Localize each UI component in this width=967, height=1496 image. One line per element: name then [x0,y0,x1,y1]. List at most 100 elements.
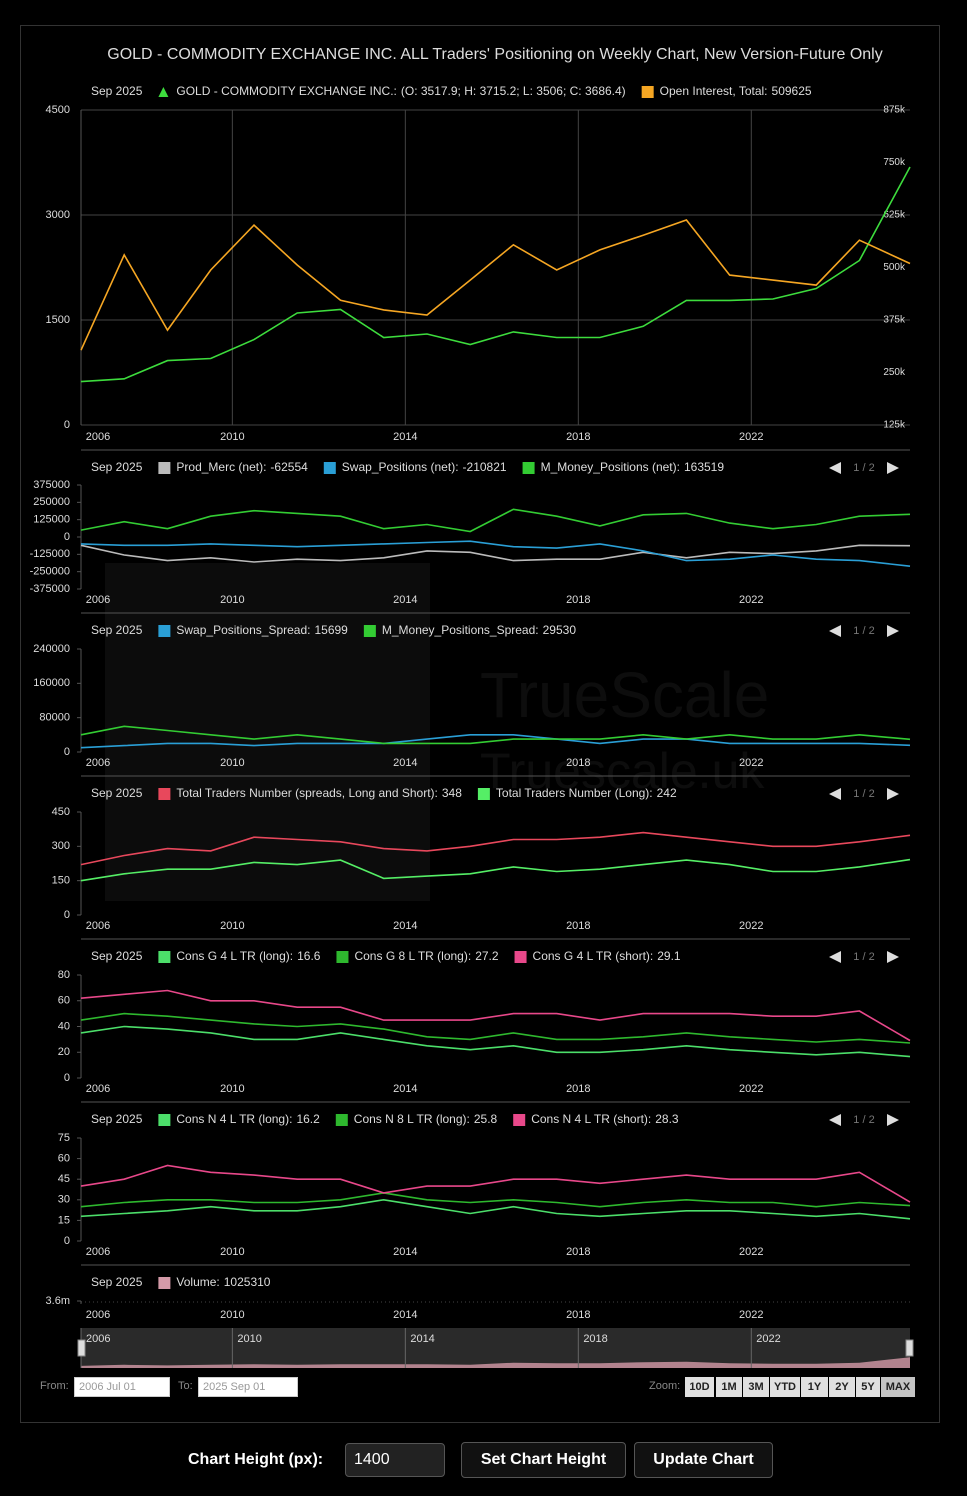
legend-label[interactable]: Prod_Merc (net): [176,460,266,474]
from-input[interactable]: 2006 Jul 01 [74,1377,170,1397]
legend-date: Sep 2025 [91,1275,143,1289]
legend-marker[interactable] [514,951,527,963]
to-input[interactable]: 2025 Sep 01 [198,1377,298,1397]
pager-prev[interactable] [829,462,841,474]
legend-marker[interactable] [158,1277,171,1289]
legend-label[interactable]: M_Money_Positions_Spread: [382,623,539,637]
legend-label[interactable]: Swap_Positions (net): [342,460,459,474]
legend-marker[interactable] [158,1114,171,1126]
series-line [80,725,911,745]
navigator[interactable] [81,1328,910,1368]
pager-label: 1 / 2 [853,951,874,963]
legend-marker[interactable] [158,951,171,963]
legend-marker[interactable] [477,788,490,800]
height-input[interactable]: 1400 [345,1443,445,1477]
zoom-button[interactable]: 3M [743,1377,769,1397]
update-button[interactable]: Update Chart [634,1442,773,1478]
zoom-button[interactable]: 1Y [801,1377,828,1397]
legend-label[interactable]: Cons G 4 L TR (short): [533,949,654,963]
y-tick-label: 1500 [46,314,70,326]
y-tick-label: 0 [64,419,70,431]
volume-area [81,1357,910,1368]
x-tick-label: 2006 [86,431,110,443]
legend-marker[interactable] [336,951,349,963]
zoom-button[interactable]: 10D [685,1377,714,1397]
legend-label[interactable]: Swap_Positions_Spread: [176,623,310,637]
set-height-button[interactable]: Set Chart Height [461,1442,626,1478]
legend-label[interactable]: Cons G 8 L TR (long): [354,949,471,963]
pager-next[interactable] [887,625,899,637]
pager-prev[interactable] [829,625,841,637]
navigator-handle[interactable] [77,1339,86,1357]
navigator-label: 2022 [756,1333,780,1345]
series-line [80,1198,911,1220]
y-tick-label: 160000 [33,677,70,689]
navigator-handle[interactable] [905,1339,914,1357]
x-tick-label: 2006 [86,1309,110,1321]
legend-value: 27.2 [475,949,499,963]
x-tick-label: 2014 [393,594,417,606]
legend-label[interactable]: Cons N 4 L TR (short): [531,1112,651,1126]
legend-value: -62554 [270,460,308,474]
legend-value: 28.3 [655,1112,679,1126]
legend-label[interactable]: Cons N 8 L TR (long): [354,1112,470,1126]
legend-label[interactable]: Total Traders Number (spreads, Long and … [176,786,437,800]
legend-label[interactable]: GOLD - COMMODITY EXCHANGE INC.: [176,84,396,98]
series-line [80,1012,911,1044]
y-tick-label: 45 [58,1173,70,1185]
pager-next[interactable] [887,1114,899,1126]
pager-next[interactable] [887,951,899,963]
x-tick-label: 2014 [393,1083,417,1095]
legend-label[interactable]: Open Interest, Total: [660,84,768,98]
legend-marker[interactable] [158,462,171,474]
y-tick-label: 125000 [33,514,70,526]
series-line [80,858,911,882]
legend-marker[interactable] [335,1114,348,1126]
pager-next[interactable] [887,462,899,474]
legend-label[interactable]: M_Money_Positions (net): [541,460,680,474]
series-line [80,219,911,351]
y-tick-label: 0 [64,1072,70,1084]
pager-prev[interactable] [829,951,841,963]
zoom-button[interactable]: 1M [716,1377,742,1397]
x-tick-label: 2014 [393,757,417,769]
pager-next[interactable] [887,788,899,800]
legend-value: 29530 [543,623,577,637]
legend-value: 348 [442,786,462,800]
y-tick-label: 0 [64,531,70,543]
legend-marker[interactable] [158,87,169,97]
y-tick-label: 3.6m [46,1295,70,1307]
zoom-button[interactable]: 2Y [829,1377,855,1397]
y-tick-label: 300 [52,840,70,852]
legend-marker[interactable] [513,1114,526,1126]
pager-prev[interactable] [829,1114,841,1126]
zoom-button[interactable]: 5Y [856,1377,880,1397]
zoom-button[interactable]: MAX [881,1377,915,1397]
navigator-label: 2010 [237,1333,261,1345]
legend-value: 29.1 [657,949,681,963]
x-tick-label: 2006 [86,594,110,606]
y-tick-label: 60 [58,995,70,1007]
zoom-button[interactable]: YTD [770,1377,800,1397]
legend-label[interactable]: Total Traders Number (Long): [496,786,653,800]
series-line [80,1164,911,1203]
x-tick-label: 2022 [739,594,763,606]
x-tick-label: 2022 [739,1083,763,1095]
y-tick-label: 20 [58,1046,70,1058]
legend-label[interactable]: Cons G 4 L TR (long): [176,949,293,963]
y-tick-label: 75 [58,1132,70,1144]
pager-prev[interactable] [829,788,841,800]
legend-marker[interactable] [158,625,171,637]
y-tick-label: 40 [58,1020,70,1032]
legend-value: 163519 [684,460,724,474]
legend-marker[interactable] [522,462,535,474]
legend-marker[interactable] [158,788,171,800]
legend-label[interactable]: Cons N 4 L TR (long): [176,1112,292,1126]
legend-marker[interactable] [641,86,654,98]
legend-value: 1025310 [224,1275,271,1289]
navigator-label: 2014 [410,1333,434,1345]
legend-label[interactable]: Volume: [176,1275,219,1289]
legend-marker[interactable] [363,625,376,637]
legend-marker[interactable] [323,462,336,474]
page-title: GOLD - COMMODITY EXCHANGE INC. ALL Trade… [107,46,882,63]
